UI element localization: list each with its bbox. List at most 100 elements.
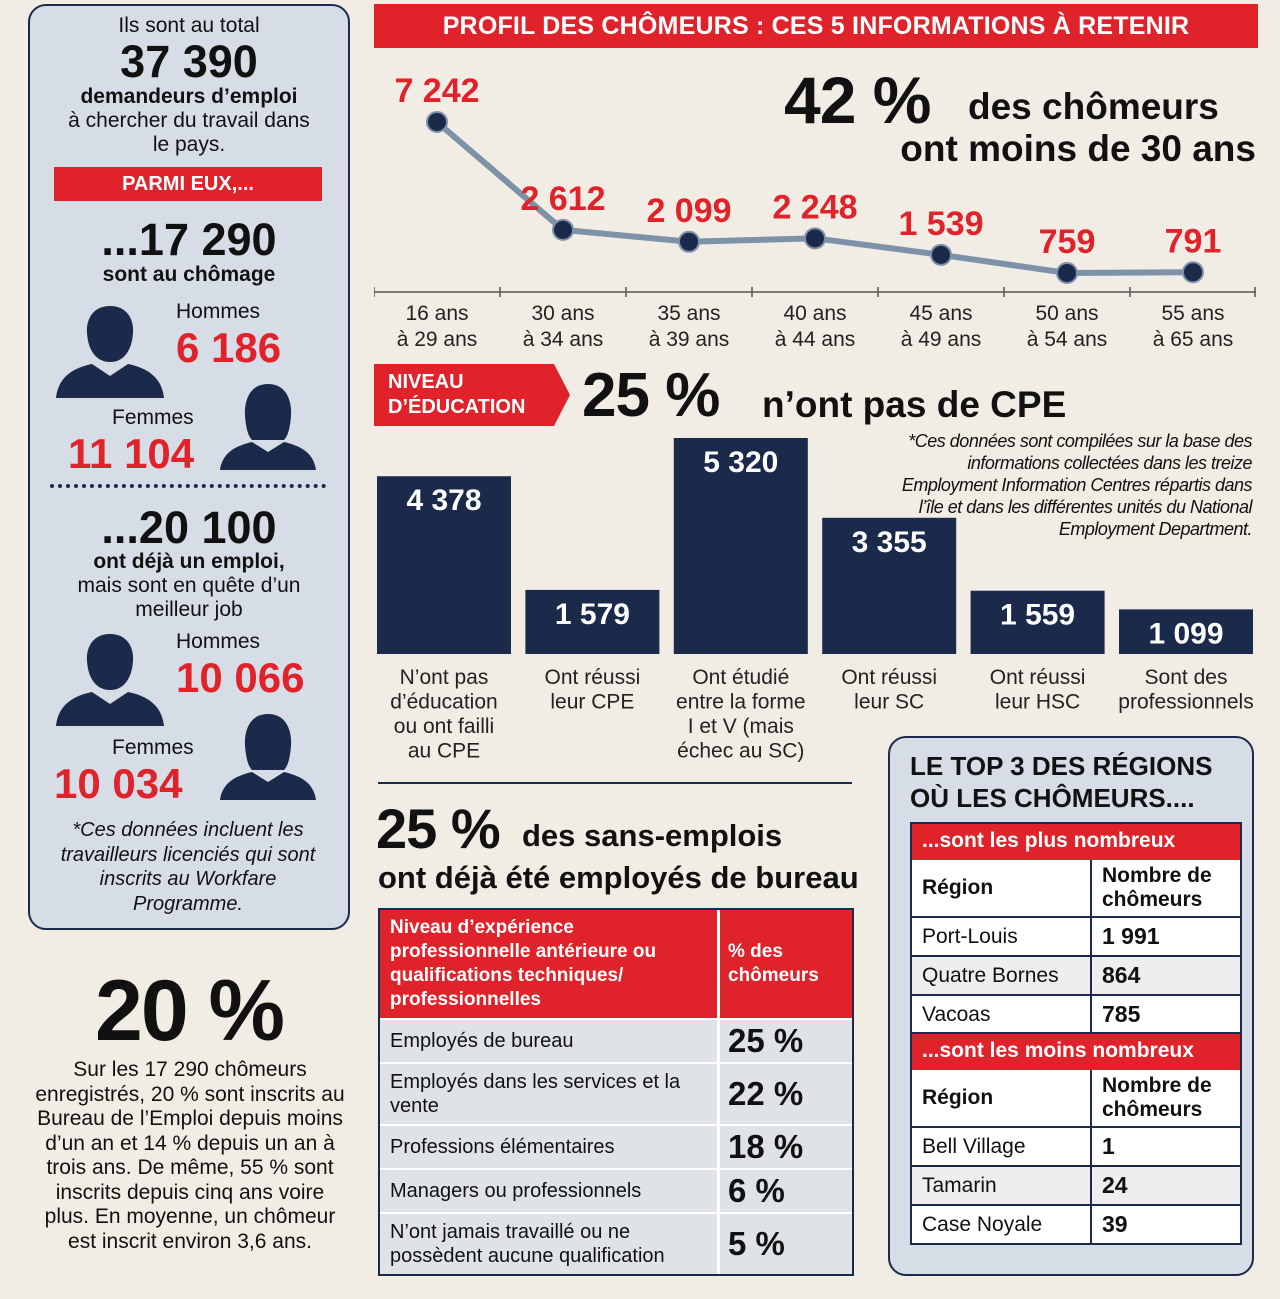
data-point: [1056, 262, 1078, 284]
table-row: Bell Village 1: [912, 1128, 1240, 1167]
region-count: 24: [1102, 1172, 1128, 1198]
x-tick-label: à 54 ans: [1027, 328, 1108, 351]
bar-value-label: 4 378: [406, 484, 481, 517]
bar-category-label: leur HSC: [995, 691, 1080, 714]
header-col2: % des chômeurs: [728, 941, 819, 986]
col-region: Région: [912, 1070, 1092, 1126]
parmi-eux-bar: PARMI EUX,...: [54, 167, 322, 201]
x-tick-label: à 49 ans: [901, 328, 982, 351]
x-tick-label: à 29 ans: [397, 328, 478, 351]
bar: [525, 589, 660, 654]
region-count: 785: [1102, 1001, 1141, 1027]
row-label: N’ont jamais travaillé ou ne possèdent a…: [380, 1214, 720, 1274]
bar-category-label: N’ont pas: [400, 666, 489, 689]
most-table: ...sont les plus nombreux Région Nombre …: [910, 822, 1242, 1033]
bar-category-label: I et V (mais: [688, 715, 794, 738]
e-men-label: Hommes: [176, 630, 261, 653]
unemployed-count: ...17 290: [101, 214, 277, 265]
bar: [822, 517, 957, 654]
region-name: Quatre Bornes: [912, 957, 1092, 994]
office-line2: ont déjà été employés de bureau: [378, 860, 859, 895]
region-name: Tamarin: [912, 1167, 1092, 1204]
data-point: [678, 230, 700, 253]
education-tag-line1: NIVEAU: [388, 371, 464, 393]
row-value: 18 %: [728, 1128, 804, 1165]
row-value: 25 %: [728, 1022, 804, 1059]
bar: [970, 590, 1105, 654]
e-men-value: 10 066: [176, 654, 305, 701]
data-point: [552, 218, 574, 241]
table-row: Tamarin 24: [912, 1167, 1240, 1206]
table-row: Employés de bureau 25 %: [380, 1018, 852, 1062]
woman-icon: [220, 384, 316, 470]
row-value: 6 %: [728, 1172, 785, 1209]
bar-category-label: Ont réussi: [841, 666, 937, 689]
x-tick-label: à 65 ans: [1153, 328, 1234, 351]
education-tag-line2: D’ÉDUCATION: [388, 396, 526, 418]
bar-value-label: 1 579: [555, 598, 630, 631]
employed-label: ont déjà un emploi,: [93, 550, 285, 573]
bar: [377, 476, 511, 654]
main-banner: PROFIL DES CHÔMEURS : CES 5 INFORMATIONS…: [374, 4, 1258, 48]
col-region: Région: [912, 860, 1092, 916]
most-header-row: Région Nombre de chômeurs: [912, 860, 1240, 918]
table-row: Professions élémentaires 18 %: [380, 1124, 852, 1168]
col-count: Nombre de chômeurs: [1102, 1074, 1212, 1121]
most-title: ...sont les plus nombreux: [912, 824, 1240, 860]
x-tick-label: 40 ans: [783, 302, 846, 325]
region-count: 1: [1102, 1133, 1115, 1159]
data-label: 2 099: [646, 192, 731, 230]
least-title: ...sont les moins nombreux: [912, 1034, 1240, 1070]
least-header-row: Région Nombre de chômeurs: [912, 1070, 1240, 1128]
x-tick-label: 35 ans: [657, 302, 720, 325]
office-pct: 25 %: [376, 797, 501, 860]
total-label: demandeurs d’emploi: [80, 85, 298, 108]
u-women-label: Femmes: [112, 406, 194, 429]
x-tick-label: à 34 ans: [523, 328, 604, 351]
registered-pct: 20 %: [94, 963, 285, 1059]
row-label: Professions élémentaires: [380, 1126, 720, 1168]
bar: [673, 438, 808, 654]
x-tick-label: 55 ans: [1161, 302, 1224, 325]
data-label: 791: [1165, 222, 1222, 260]
bar-category-label: échec au SC): [677, 740, 804, 763]
x-tick-label: 50 ans: [1035, 302, 1098, 325]
edu-note: *Ces données sont compilées sur la base …: [901, 431, 1253, 539]
u-men-label: Hommes: [176, 300, 261, 323]
edu-pct: 25 %: [582, 361, 720, 430]
regions-title: LE TOP 3 DES RÉGIONS OÙ LES CHÔMEURS....: [910, 751, 1213, 813]
u-men-value: 6 186: [176, 324, 282, 371]
bar-category-label: professionnels: [1118, 691, 1253, 714]
bar-category-label: leur SC: [854, 691, 924, 714]
x-tick-label: 45 ans: [909, 302, 972, 325]
office-line1: des sans-emplois: [522, 818, 783, 853]
data-point: [804, 227, 826, 250]
bar-value-label: 3 355: [852, 526, 927, 559]
registered-text: Sur les 17 290 chômeurs enregistrés, 20 …: [35, 1058, 345, 1253]
row-value: 22 %: [728, 1075, 804, 1112]
unemployed-label: sont au chômage: [102, 263, 276, 286]
least-table: ...sont les moins nombreux Région Nombre…: [910, 1032, 1242, 1245]
row-label: Employés dans les services et la vente: [380, 1064, 720, 1124]
data-label: 759: [1039, 223, 1096, 261]
employed-count: ...20 100: [101, 502, 277, 553]
bar-category-label: entre la forme: [676, 691, 806, 714]
region-count: 1 991: [1102, 923, 1160, 949]
table-row: Quatre Bornes 864: [912, 957, 1240, 996]
bar-category-label: d’éducation: [390, 691, 497, 714]
bar: [1119, 609, 1253, 654]
total-desc: à chercher du travail dans le pays.: [68, 109, 310, 156]
header-col1: Niveau d’expérience professionnelle anté…: [380, 910, 720, 1018]
x-tick-label: à 39 ans: [649, 328, 730, 351]
u-women-value: 11 104: [68, 430, 195, 477]
e-women-label: Femmes: [112, 736, 194, 759]
table-header: Niveau d’expérience professionnelle anté…: [380, 910, 852, 1018]
region-name: Bell Village: [912, 1128, 1092, 1165]
data-point: [1182, 261, 1204, 284]
education-tag: [374, 364, 570, 426]
table-row: Port-Louis 1 991: [912, 918, 1240, 957]
employed-desc: mais sont en quête d’un meilleur job: [77, 574, 301, 621]
left-note: *Ces données incluent les travailleurs l…: [60, 819, 316, 915]
bar-category-label: leur CPE: [550, 691, 634, 714]
age-stat-line1: des chômeurs: [968, 86, 1219, 127]
